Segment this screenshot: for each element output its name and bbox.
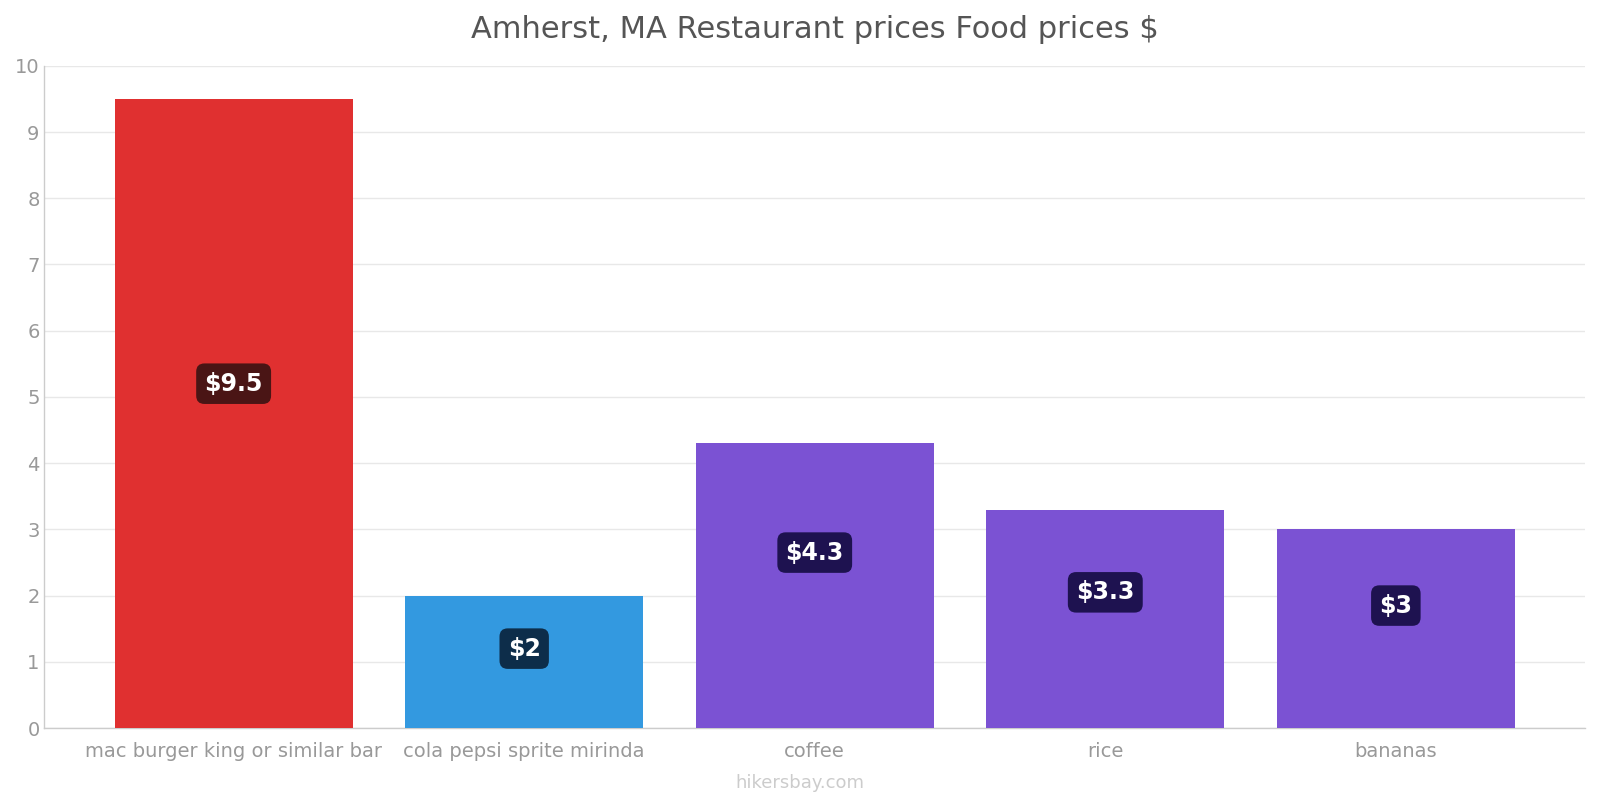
Bar	[1277, 530, 1515, 728]
Bar	[405, 596, 643, 728]
Bar	[986, 510, 1224, 728]
Title: Amherst, MA Restaurant prices Food prices $: Amherst, MA Restaurant prices Food price…	[470, 15, 1158, 44]
Text: $3.3: $3.3	[1077, 580, 1134, 604]
Text: hikersbay.com: hikersbay.com	[736, 774, 864, 792]
Text: $9.5: $9.5	[205, 372, 262, 396]
Text: $3: $3	[1379, 594, 1413, 618]
Bar	[696, 443, 934, 728]
Text: $4.3: $4.3	[786, 541, 843, 565]
Bar	[115, 99, 352, 728]
Text: $2: $2	[507, 637, 541, 661]
